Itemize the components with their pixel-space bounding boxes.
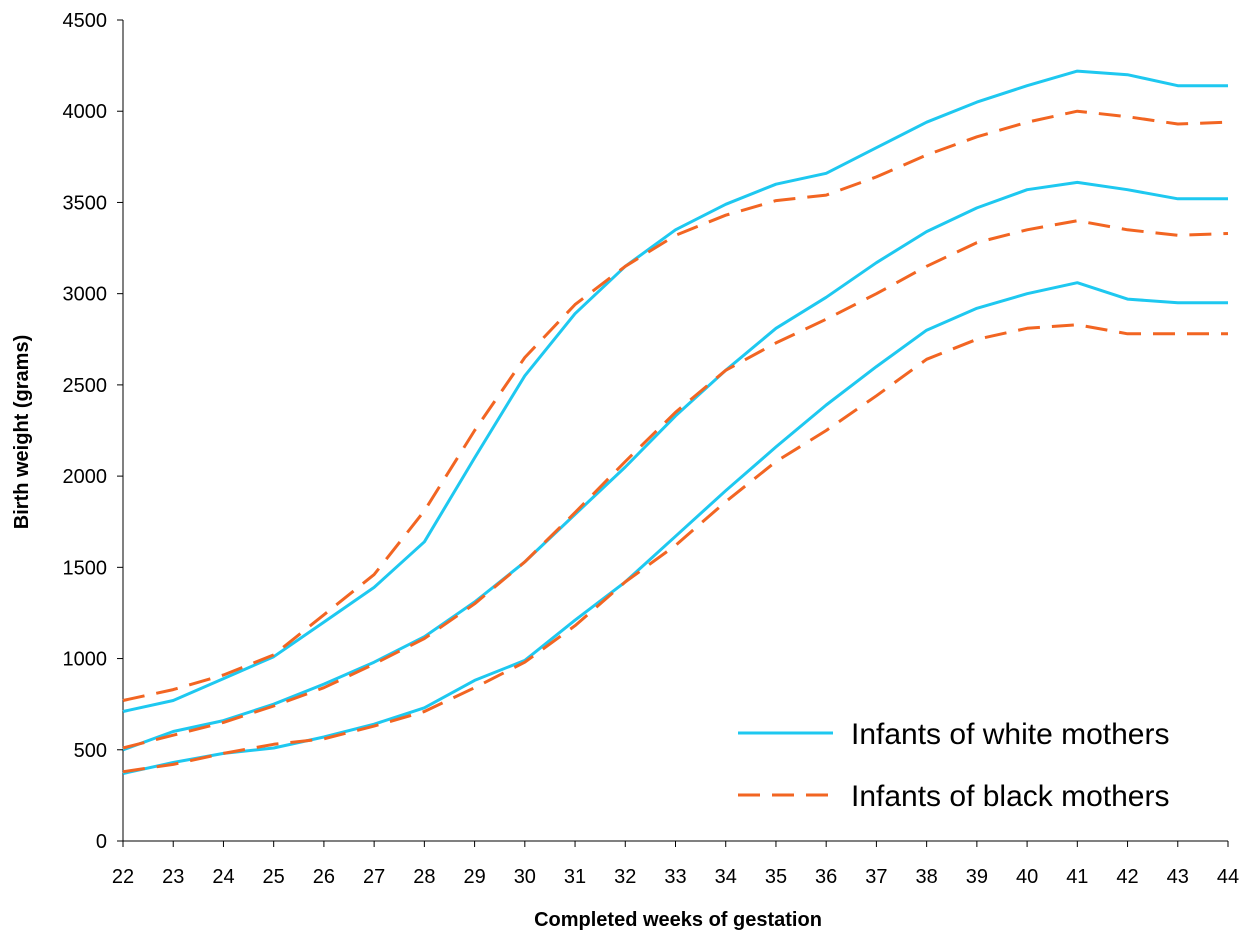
y-axis-title: Birth weight (grams): [11, 335, 33, 529]
y-tick-label: 4500: [63, 10, 108, 32]
x-tick-label: 35: [765, 866, 787, 888]
x-axis-title: Completed weeks of gestation: [534, 909, 822, 931]
y-tick-label: 500: [74, 740, 107, 762]
y-tick-label: 4000: [63, 101, 108, 123]
x-tick-label: 24: [212, 866, 234, 888]
x-tick-label: 27: [363, 866, 385, 888]
x-tick-label: 44: [1217, 866, 1239, 888]
y-tick-label: 2000: [63, 466, 108, 488]
white-mothers-series-line-1: [122, 180, 1228, 752]
x-tick-label: 32: [614, 866, 636, 888]
y-tick-label: 3500: [63, 192, 108, 214]
x-tick-label: 28: [413, 866, 435, 888]
x-tick-label: 34: [715, 866, 737, 888]
x-tick-label: 40: [1016, 866, 1038, 888]
y-tick-label: 1000: [63, 649, 108, 671]
x-tick-label: 39: [966, 866, 988, 888]
black-mothers-series-line-3: [122, 109, 1229, 702]
white-mothers-series-line-0: [122, 69, 1228, 713]
black-mothers-series-line-4: [122, 219, 1229, 750]
x-tick-label: 30: [514, 866, 536, 888]
y-tick-label: 1500: [63, 557, 108, 579]
x-tick-label: 22: [112, 866, 134, 888]
x-tick-label: 26: [313, 866, 335, 888]
x-tick-label: 23: [162, 866, 184, 888]
x-tick-label: 37: [865, 866, 887, 888]
legend-label-white: Infants of white mothers: [851, 718, 1170, 751]
x-tick-label: 25: [263, 866, 285, 888]
legend: Infants of white mothers Infants of blac…: [738, 718, 1170, 813]
black-mothers-series-line-5: [122, 323, 1228, 774]
axes: 0 500 1000 1500 2000 2500 3000 3500 4000 4500 22 23…: [63, 10, 1240, 888]
legend-label-black: Infants of black mothers: [851, 780, 1170, 813]
x-tick-label: 43: [1167, 866, 1189, 888]
y-tick-label: 2500: [63, 375, 108, 397]
y-tick-label: 0: [96, 831, 107, 853]
x-tick-label: 42: [1116, 866, 1138, 888]
x-tick-label: 38: [916, 866, 938, 888]
x-tick-label: 41: [1066, 866, 1088, 888]
x-tick-label: 36: [815, 866, 837, 888]
x-tick-label: 33: [664, 866, 686, 888]
x-tick-label: 29: [463, 866, 485, 888]
series-layer: [122, 69, 1229, 775]
y-tick-label: 3000: [63, 284, 108, 306]
x-tick-label: 31: [564, 866, 586, 888]
